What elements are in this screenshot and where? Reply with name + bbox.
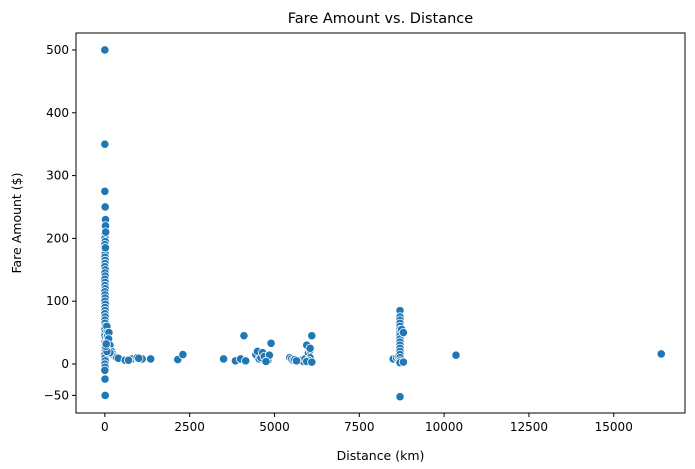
scatter-point	[218, 354, 229, 364]
y-tick-label: 300	[46, 169, 69, 183]
y-tick-label: 0	[61, 357, 69, 371]
x-tick-label: 5000	[259, 420, 290, 434]
scatter-point	[398, 327, 408, 338]
x-tick-label: 0	[101, 420, 109, 434]
scatter-point	[239, 331, 249, 341]
y-tick-label: −50	[44, 388, 69, 402]
scatter-point	[100, 243, 111, 253]
x-tick-label: 12500	[510, 420, 548, 434]
scatter-point	[307, 331, 317, 341]
scatter-point	[395, 392, 405, 402]
x-axis: 0 2500 5000 7500 10000 12500 15000	[101, 413, 633, 434]
plot-area	[75, 32, 686, 414]
y-tick-label: 500	[46, 43, 69, 57]
x-axis-title: Distance (km)	[337, 448, 425, 463]
scatter-point	[100, 186, 110, 196]
scatter-point	[100, 45, 110, 55]
scatter-point	[101, 227, 111, 237]
scatter-point	[307, 357, 317, 367]
scatter-point	[451, 350, 461, 360]
chart-title: Fare Amount vs. Distance	[288, 11, 473, 27]
y-tick-label: 100	[46, 294, 69, 308]
scatter-point	[146, 354, 156, 364]
scatter-point	[100, 202, 110, 212]
scatter-point	[261, 356, 271, 367]
scatter-point	[100, 390, 110, 401]
plot-frame	[75, 32, 686, 414]
points-layer	[100, 45, 666, 402]
scatter-point	[241, 356, 251, 366]
x-tick-label: 15000	[595, 420, 633, 434]
x-tick-label: 2500	[174, 420, 205, 434]
y-tick-label: 400	[46, 106, 69, 120]
scatter-point	[305, 343, 315, 353]
scatter-point	[291, 356, 302, 366]
scatter-point	[266, 338, 276, 348]
scatter-point	[100, 374, 110, 384]
scatter-point	[100, 365, 110, 375]
x-tick-label: 7500	[344, 420, 375, 434]
x-tick-label: 10000	[425, 420, 463, 434]
y-tick-label: 200	[46, 231, 69, 245]
scatter-point	[656, 349, 666, 359]
y-axis-title: Fare Amount ($)	[9, 172, 24, 273]
scatter-point	[134, 353, 144, 363]
y-axis: −50 0 100 200 300 400 500	[44, 43, 76, 402]
scatter-point	[178, 349, 188, 360]
scatter-point	[100, 139, 110, 149]
scatter-point	[101, 339, 111, 349]
scatter-point	[398, 357, 408, 367]
scatter-point	[123, 355, 134, 365]
